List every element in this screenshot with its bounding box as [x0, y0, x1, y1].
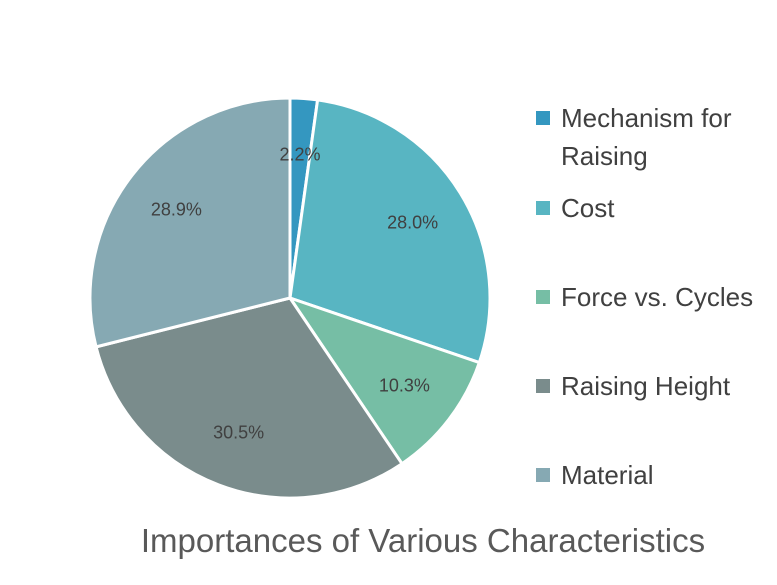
legend-label-cost: Cost — [561, 193, 615, 223]
legend-label-material: Material — [561, 460, 653, 490]
legend-swatch-raising-height — [536, 379, 550, 393]
legend-swatch-material — [536, 468, 550, 482]
legend-entry-cost: Cost — [536, 193, 615, 223]
slice-labels: 2.2% 28.0% 10.3% 30.5% 28.9% — [151, 144, 438, 442]
legend-entry-raising-height: Raising Height — [536, 371, 731, 401]
pie-slice-material — [88, 96, 292, 349]
legend-label-force-vs-cycles: Force vs. Cycles — [561, 282, 753, 312]
pie-slice-raising-height — [94, 296, 404, 500]
legend-swatch-mechanism-for-raising — [536, 111, 550, 125]
legend-entry-material: Material — [536, 460, 653, 490]
legend: Mechanism for Raising Cost Force vs. Cycles… — [536, 103, 753, 490]
legend-label-mechanism-for-raising-line-1: Mechanism for — [561, 103, 732, 133]
data-label-raising-height: 30.5% — [213, 423, 264, 443]
data-label-cost: 28.0% — [387, 212, 438, 232]
legend-label-mechanism-for-raising-line-2: Raising — [561, 141, 648, 171]
legend-swatch-cost — [536, 201, 550, 215]
pie-slices — [88, 96, 492, 500]
data-label-mechanism-for-raising: 2.2% — [279, 144, 320, 164]
pie-slice-cost — [288, 98, 492, 365]
legend-entry-mechanism-for-raising: Mechanism for Raising — [536, 103, 732, 171]
data-label-force-vs-cycles: 10.3% — [379, 375, 430, 395]
pie-slice-force-vs-cycles — [288, 296, 481, 466]
legend-label-raising-height: Raising Height — [561, 371, 731, 401]
chart-title: Importances of Various Characteristics — [141, 522, 705, 559]
legend-swatch-force-vs-cycles — [536, 290, 550, 304]
legend-entry-force-vs-cycles: Force vs. Cycles — [536, 282, 753, 312]
data-label-material: 28.9% — [151, 199, 202, 219]
